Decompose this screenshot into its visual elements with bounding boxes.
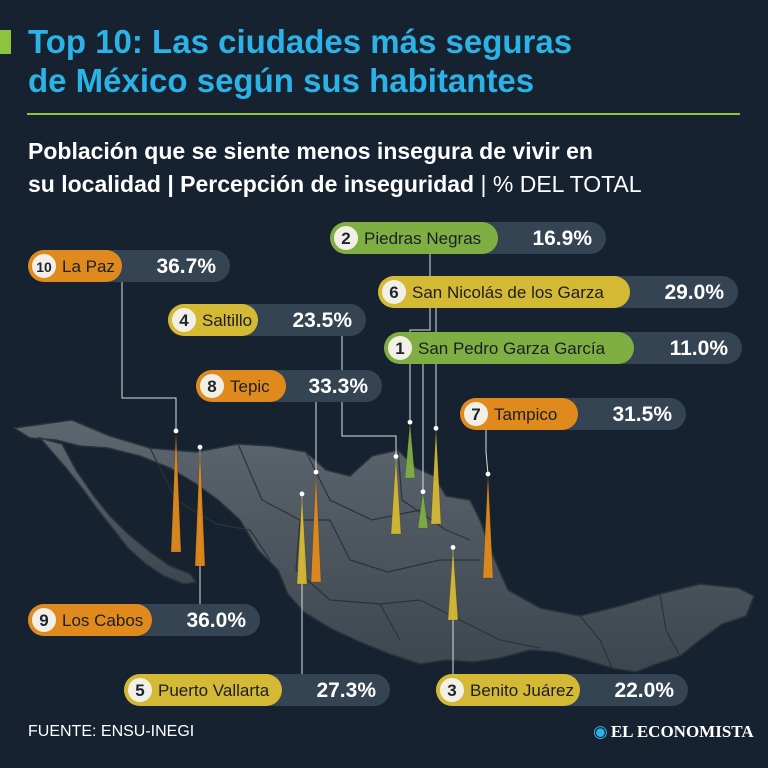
city-name-3: Benito Juárez xyxy=(470,681,574,700)
city-name-7: Tampico xyxy=(494,405,557,424)
city-label-2[interactable]: 2 Piedras Negras 16.9% xyxy=(330,222,606,254)
rank-number-4: 4 xyxy=(179,311,189,330)
city-name-8: Tepic xyxy=(230,377,270,396)
rank-number-9: 9 xyxy=(39,611,48,630)
city-name-10: La Paz xyxy=(62,257,115,276)
city-name-2: Piedras Negras xyxy=(364,229,481,248)
title-line-2: de México según sus habitantes xyxy=(28,62,535,99)
rank-badge-7 xyxy=(462,400,490,428)
value-label-2: 16.9% xyxy=(532,227,592,250)
rank-number-8: 8 xyxy=(207,377,216,396)
value-label-5: 27.3% xyxy=(316,679,376,702)
value-spike-7 xyxy=(482,474,494,579)
city-label-3[interactable]: 3 Benito Juárez 22.0% xyxy=(436,674,688,706)
value-label-4: 23.5% xyxy=(292,309,352,332)
city-name-4: Saltillo xyxy=(202,311,252,330)
value-spike-4 xyxy=(390,456,402,535)
city-label-9[interactable]: 9 Los Cabos 36.0% xyxy=(28,604,260,636)
spike-tip-dot-5 xyxy=(299,491,305,497)
city-name-bg-2 xyxy=(330,222,498,254)
spike-tip-dot-1 xyxy=(420,489,426,495)
subtitle-line-2: su localidad | Percepción de inseguridad xyxy=(28,171,475,197)
rank-number-5: 5 xyxy=(135,681,144,700)
spike-tip-dot-6 xyxy=(433,425,439,431)
city-label-6[interactable]: 6 San Nicolás de los Garza 29.0% xyxy=(378,276,738,308)
spike-tip-dot-10 xyxy=(173,428,179,434)
city-label-1[interactable]: 1 San Pedro Garza García 11.0% xyxy=(384,332,742,364)
value-spike-2 xyxy=(404,422,416,479)
source-note: FUENTE: ENSU-INEGI xyxy=(28,723,195,740)
city-name-6: San Nicolás de los Garza xyxy=(412,283,604,302)
title-divider xyxy=(27,113,740,115)
rank-badge-9 xyxy=(30,606,58,634)
rank-number-1: 1 xyxy=(395,339,404,358)
subtitle-unit: | % DEL TOTAL xyxy=(474,171,642,197)
city-name-1: San Pedro Garza García xyxy=(418,339,606,358)
value-label-9: 36.0% xyxy=(186,609,246,632)
city-label-7[interactable]: 7 Tampico 31.5% xyxy=(460,398,686,430)
rank-badge-4 xyxy=(170,306,198,334)
value-spike-6 xyxy=(430,428,442,525)
city-name-bg-7 xyxy=(460,398,578,430)
baja-california-peninsula xyxy=(37,436,198,585)
chart-subtitle: Población que se siente menos insegura d… xyxy=(28,135,642,201)
rank-number-3: 3 xyxy=(447,681,456,700)
value-spikes xyxy=(170,419,494,621)
city-name-9: Los Cabos xyxy=(62,611,143,630)
title-line-1: Top 10: Las ciudades más seguras xyxy=(28,23,573,60)
title-accent-bar xyxy=(0,30,11,54)
value-label-1: 11.0% xyxy=(670,337,729,360)
rank-number-10: 10 xyxy=(36,259,52,275)
brand-name: EL ECONOMISTA xyxy=(610,722,754,741)
spike-tip-dot-9 xyxy=(197,444,203,450)
rank-badge-6 xyxy=(380,278,408,306)
chart-title: Top 10: Las ciudades más seguras de Méxi… xyxy=(28,22,572,100)
city-label-10[interactable]: 10 La Paz 36.7% xyxy=(28,250,230,282)
spike-tip-dot-2 xyxy=(407,419,413,425)
value-spike-1 xyxy=(417,491,429,529)
city-name-5: Puerto Vallarta xyxy=(158,681,270,700)
value-spike-5 xyxy=(296,493,308,585)
spike-tip-dot-3 xyxy=(450,545,456,550)
city-label-8[interactable]: 8 Tepic 33.3% xyxy=(196,370,382,402)
rank-badge-10 xyxy=(30,252,58,280)
rank-badge-2 xyxy=(332,224,360,252)
value-label-7: 31.5% xyxy=(612,403,672,426)
spike-tip-dot-4 xyxy=(393,454,399,459)
value-label-3: 22.0% xyxy=(614,679,674,702)
value-label-8: 33.3% xyxy=(308,375,368,398)
city-label-5[interactable]: 5 Puerto Vallarta 27.3% xyxy=(124,674,390,706)
spike-tip-dot-8 xyxy=(313,469,319,475)
city-labels[interactable]: 1 San Pedro Garza García 11.0% 2 Piedras Neg… xyxy=(28,222,742,706)
rank-number-2: 2 xyxy=(341,229,350,248)
globe-logo-icon: ◉ xyxy=(593,722,608,741)
value-label-10: 36.7% xyxy=(156,255,216,278)
value-spike-8 xyxy=(310,472,322,583)
value-spike-3 xyxy=(447,547,459,621)
leader-line-7 xyxy=(485,430,489,475)
rank-badge-3 xyxy=(438,676,466,704)
rank-badge-1 xyxy=(386,334,414,362)
value-label-6: 29.0% xyxy=(664,281,724,304)
city-label-4[interactable]: 4 Saltillo 23.5% xyxy=(168,304,366,336)
city-name-bg-3 xyxy=(436,674,580,706)
spike-tip-dot-7 xyxy=(485,471,491,477)
value-spike-10 xyxy=(170,430,182,553)
city-name-bg-5 xyxy=(124,674,282,706)
brand-logo: ◉ EL ECONOMISTA xyxy=(593,722,754,742)
value-spike-9 xyxy=(194,447,206,567)
rank-badge-5 xyxy=(126,676,154,704)
leader-line-10 xyxy=(121,282,177,431)
rank-badge-8 xyxy=(198,372,226,400)
city-name-bg-9 xyxy=(28,604,152,636)
city-name-bg-1 xyxy=(384,332,634,364)
subtitle-line-1: Población que se siente menos insegura d… xyxy=(28,138,593,164)
rank-number-6: 6 xyxy=(389,283,398,302)
rank-number-7: 7 xyxy=(471,405,480,424)
city-name-bg-6 xyxy=(378,276,630,308)
